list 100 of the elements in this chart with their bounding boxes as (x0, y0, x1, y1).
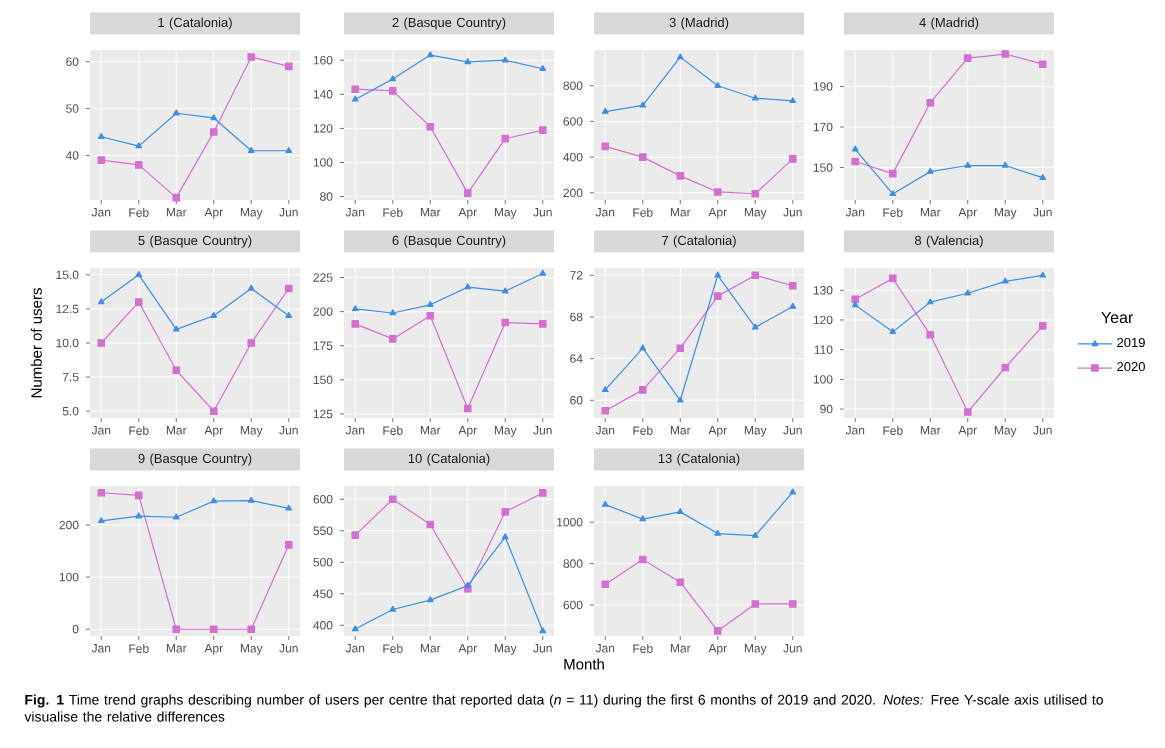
x-tick-label: Jun (279, 208, 298, 217)
point (751, 271, 760, 280)
x-tick-label: May (240, 426, 263, 437)
point (285, 146, 293, 153)
point (889, 190, 897, 197)
x-tick-label: Jun (533, 208, 552, 217)
x-tick-label: Mar (670, 426, 691, 435)
point (97, 517, 105, 524)
y-tick-label: 100 (59, 572, 79, 582)
point (284, 541, 293, 549)
point (285, 311, 293, 318)
y-tick-label: 120 (813, 315, 833, 325)
x-tick-label: Apr (204, 426, 223, 437)
point (538, 126, 547, 134)
x-tick-label: Jan (91, 208, 111, 217)
point (888, 274, 897, 283)
text: Fig. 1 Time trend graphs describing number of users per centre that reported data (n = 11) during the first 6 months of 2019 and 2020. Notes: Free Y-scale axis utilised to visualise the relative differences (24, 694, 1103, 722)
point (172, 366, 181, 375)
y-tick-label: 110 (814, 345, 833, 354)
point (426, 301, 434, 308)
x-tick-label: Apr (458, 426, 477, 437)
point (426, 520, 435, 529)
point (538, 320, 547, 328)
point (247, 339, 256, 347)
y-tick-label: 68 (570, 312, 583, 322)
point (713, 188, 722, 196)
point (388, 495, 397, 504)
y-tick-label: 60 (66, 57, 79, 66)
point (1001, 161, 1009, 168)
point (639, 344, 647, 351)
point (501, 318, 510, 327)
chart-title: 10 (Catalonia) (408, 453, 490, 466)
y-tick-label: 800 (563, 559, 583, 568)
x-tick-label: May (494, 644, 517, 655)
point (676, 344, 685, 352)
point (210, 497, 218, 504)
y-tick-label: 120 (313, 124, 333, 133)
point (209, 128, 218, 136)
x-tick-label: Apr (204, 644, 223, 655)
point (888, 169, 897, 178)
point (639, 101, 647, 108)
point (351, 305, 359, 312)
y-tick-label: 600 (313, 494, 333, 504)
point (351, 85, 360, 93)
y-tick-label: 64 (570, 354, 583, 363)
y-tick-label: 5.0 (62, 406, 79, 416)
point (713, 627, 722, 635)
x-tick-label: Apr (458, 644, 477, 655)
x-tick-label: Mar (670, 208, 691, 217)
x-tick-label: Jun (783, 644, 802, 653)
point (788, 600, 797, 608)
x-tick-label: Apr (958, 208, 977, 219)
y-tick-label: 550 (313, 526, 333, 535)
point (463, 189, 472, 197)
x-tick-label: May (240, 644, 263, 655)
point (351, 531, 360, 539)
y-tick-label: 100 (813, 375, 833, 384)
point (714, 271, 722, 278)
x-tick-label: Mar (920, 426, 941, 435)
point (97, 132, 105, 139)
chart-title: 8 (Valencia) (915, 235, 983, 248)
point (1038, 60, 1047, 68)
y-tick-label: 100 (313, 158, 333, 167)
point (601, 406, 610, 415)
y-tick-label: 15.0 (56, 270, 79, 280)
x-tick-label: Mar (420, 426, 441, 435)
point (676, 172, 685, 180)
point (501, 508, 510, 516)
y-tick-label: 200 (313, 307, 333, 316)
y-tick-label: 10.0 (56, 338, 79, 348)
x-tick-label: Feb (883, 208, 903, 217)
point (751, 323, 759, 330)
point (601, 500, 609, 507)
chart-title: 1 (Catalonia) (158, 17, 232, 30)
y-tick-label: 225 (313, 273, 333, 282)
x-tick-label: Jun (1033, 208, 1052, 217)
y-tick-label: 150 (313, 375, 333, 385)
point (464, 283, 472, 290)
point (714, 529, 722, 536)
point (209, 407, 218, 415)
y-tick-label: 200 (563, 188, 583, 198)
point (172, 625, 181, 634)
x-tick-label: Jan (595, 426, 615, 435)
point (351, 320, 360, 328)
point (713, 292, 722, 300)
x-tick-label: Feb (129, 644, 149, 653)
x-tick-label: May (744, 426, 767, 437)
point (97, 339, 106, 347)
y-tick-label: 600 (563, 600, 583, 610)
y-tick-label: 150 (813, 163, 833, 172)
x-tick-label: Jan (595, 644, 615, 653)
point (172, 325, 180, 332)
point (501, 134, 510, 143)
chart-title: 7 (Catalonia) (662, 235, 736, 248)
point (501, 287, 509, 294)
point (1001, 50, 1010, 58)
point (388, 87, 397, 95)
point (676, 53, 684, 60)
point (97, 156, 106, 164)
point (714, 81, 722, 88)
